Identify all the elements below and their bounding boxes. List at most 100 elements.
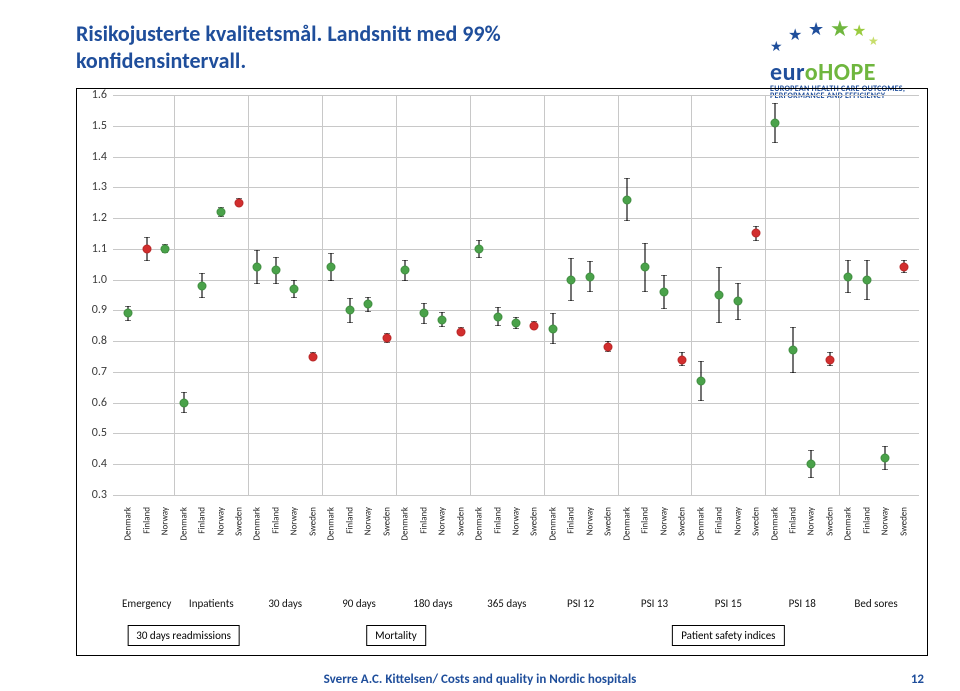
gridline-h (113, 310, 919, 311)
logo-brand-ohope: oHOPE (805, 58, 876, 87)
country-label: Sweden (898, 507, 909, 536)
country-label: Denmark (178, 507, 189, 540)
country-label: Finland (787, 507, 798, 534)
ytick-label: 1.3 (92, 180, 107, 194)
series-point (364, 300, 373, 309)
gridline-v (174, 95, 175, 495)
series-point (788, 346, 797, 355)
star-icon: ★ (868, 36, 879, 48)
country-label: Denmark (843, 507, 854, 540)
series-point (696, 377, 705, 386)
series-point (622, 195, 631, 204)
country-label: Norway (160, 507, 171, 535)
group-label: 180 days (413, 597, 452, 610)
logo-stars: ★★★★★★ (770, 18, 920, 58)
series-point (271, 266, 280, 275)
series-point (825, 355, 834, 364)
group-label: PSI 13 (641, 597, 668, 610)
series-point (530, 321, 539, 330)
country-label: Denmark (769, 507, 780, 540)
ytick-label: 0.3 (92, 488, 107, 502)
country-label: Finland (861, 507, 872, 534)
gridline-h (113, 157, 919, 158)
series-point (604, 343, 613, 352)
country-label: Finland (270, 507, 281, 534)
series-point (253, 263, 262, 272)
group-label: 365 days (487, 597, 526, 610)
series-point (493, 312, 502, 321)
gridline-h (113, 341, 919, 342)
gridline-v (396, 95, 397, 495)
country-label: Norway (732, 507, 743, 535)
star-icon: ★ (830, 18, 850, 40)
country-label: Norway (289, 507, 300, 535)
gridline-v (691, 95, 692, 495)
country-label: Norway (437, 507, 448, 535)
series-point (438, 315, 447, 324)
series-point (308, 352, 317, 361)
gridline-h (113, 464, 919, 465)
star-icon: ★ (852, 24, 866, 40)
ytick-label: 0.6 (92, 396, 107, 410)
series-point (678, 355, 687, 364)
series-point (715, 291, 724, 300)
series-point (235, 198, 244, 207)
country-label: Sweden (455, 507, 466, 536)
series-point (659, 287, 668, 296)
section-box: 30 days readmissions (127, 625, 240, 646)
series-point (456, 327, 465, 336)
series-point (290, 284, 299, 293)
series-point (548, 324, 557, 333)
plot-area: 0.30.40.50.60.70.80.91.01.11.21.31.41.51… (113, 95, 919, 495)
series-point (345, 306, 354, 315)
country-label: Norway (215, 507, 226, 535)
group-label: Emergency (122, 597, 171, 610)
country-label: Sweden (307, 507, 318, 536)
series-point (124, 309, 133, 318)
country-label: Sweden (751, 507, 762, 536)
series-point (567, 275, 576, 284)
group-label: PSI 12 (567, 597, 594, 610)
ytick-label: 1.2 (92, 211, 107, 225)
country-label: Finland (197, 507, 208, 534)
ytick-label: 1.1 (92, 242, 107, 256)
country-label: Sweden (677, 507, 688, 536)
ytick-label: 1.0 (92, 273, 107, 287)
country-label: Norway (880, 507, 891, 535)
gridline-h (113, 249, 919, 250)
country-label: Denmark (400, 507, 411, 540)
series-point (198, 281, 207, 290)
gridline-v (765, 95, 766, 495)
series-point (862, 275, 871, 284)
star-icon: ★ (770, 40, 783, 54)
gridline-h (113, 187, 919, 188)
series-point (327, 263, 336, 272)
ytick-label: 0.8 (92, 334, 107, 348)
series-point (733, 297, 742, 306)
gridline-h (113, 95, 919, 96)
ytick-label: 1.5 (92, 119, 107, 133)
ytick-label: 0.9 (92, 303, 107, 317)
series-point (419, 309, 428, 318)
country-label: Sweden (529, 507, 540, 536)
country-label: Denmark (252, 507, 263, 540)
country-label: Finland (566, 507, 577, 534)
country-label: Denmark (123, 507, 134, 540)
gridline-v (322, 95, 323, 495)
series-point (770, 118, 779, 127)
ytick-label: 1.4 (92, 150, 107, 164)
country-label: Norway (584, 507, 595, 535)
series-point (752, 229, 761, 238)
country-label: Sweden (603, 507, 614, 536)
ytick-label: 1.6 (92, 88, 107, 102)
series-point (161, 244, 170, 253)
country-label: Denmark (326, 507, 337, 540)
series-point (216, 207, 225, 216)
group-label: Inpatients (189, 597, 234, 610)
chart-frame: 0.30.40.50.60.70.80.91.01.11.21.31.41.51… (76, 88, 928, 656)
ytick-label: 0.5 (92, 426, 107, 440)
section-box: Patient safety indices (672, 625, 784, 646)
country-label: Finland (714, 507, 725, 534)
gridline-v (839, 95, 840, 495)
series-point (401, 266, 410, 275)
